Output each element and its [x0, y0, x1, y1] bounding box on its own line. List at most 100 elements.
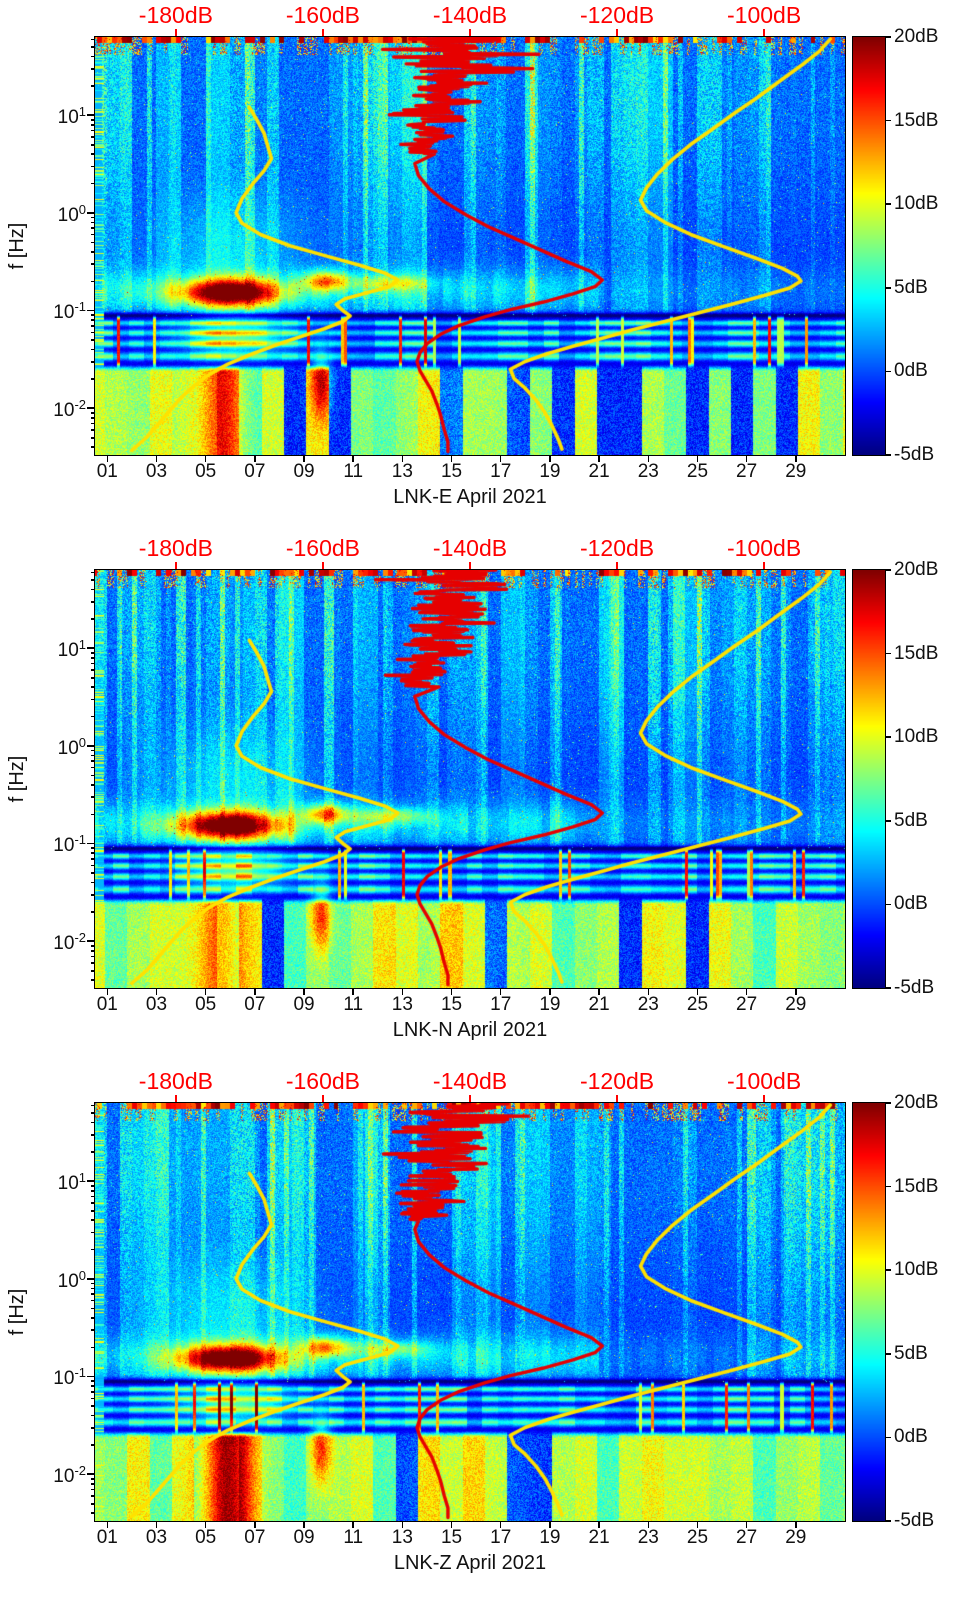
y-tick-base: 10: [57, 204, 79, 226]
colorbar-tick: [886, 987, 891, 989]
x-tick-label: 15: [440, 1527, 463, 1548]
y-axis-minor-tick: [91, 361, 94, 363]
x-axis-tick: [696, 456, 699, 462]
top-axis-db-label: -120dB: [579, 1068, 655, 1094]
colorbar-canvas: [853, 1103, 885, 1521]
y-axis-minor-tick: [91, 955, 94, 958]
x-axis-tick: [401, 989, 404, 995]
y-tick-base: 10: [53, 933, 75, 955]
y-axis-minor-tick: [91, 319, 94, 321]
y-axis-minor-tick: [91, 1427, 94, 1429]
x-axis-tick: [254, 989, 256, 995]
y-axis-minor-tick: [91, 55, 94, 58]
colorbar-tick: [886, 736, 891, 738]
y-axis-minor-tick: [91, 774, 94, 777]
x-axis-tick: [647, 456, 650, 462]
y-axis-minor-tick: [91, 911, 94, 913]
y-axis-minor-tick: [91, 241, 94, 244]
y-axis-tick: [87, 1473, 94, 1475]
y-axis-minor-tick: [91, 1397, 94, 1400]
x-tick-label: 11: [343, 461, 364, 482]
top-axis-tick: [763, 29, 766, 36]
y-axis-tick: [87, 407, 94, 409]
y-axis-minor-tick: [91, 950, 94, 952]
y-axis-minor-tick: [91, 221, 94, 224]
y-axis-minor-tick: [91, 864, 94, 867]
x-tick-label: 13: [391, 994, 413, 1015]
colorbar-tick-label: 0dB: [894, 1426, 928, 1448]
top-axis-tick: [616, 29, 619, 36]
y-axis-minor-tick: [91, 1503, 94, 1505]
x-tick-label: 11: [343, 1527, 364, 1548]
x-tick-label: 23: [637, 1527, 659, 1548]
y-axis-minor-tick: [91, 686, 94, 688]
psd-curves-canvas: [95, 1103, 845, 1521]
y-tick-exponent: 1: [78, 1169, 86, 1185]
y-tick-base: 10: [53, 400, 75, 422]
y-tick-base: 10: [57, 1270, 79, 1292]
y-axis-minor-tick: [91, 378, 94, 380]
y-axis-minor-tick: [91, 46, 94, 48]
y-axis-minor-tick: [91, 601, 94, 603]
colorbar-canvas: [853, 570, 885, 988]
y-tick-exponent: 1: [78, 103, 86, 119]
y-axis-minor-tick: [91, 1151, 94, 1153]
x-axis-tick: [549, 1522, 551, 1528]
y-axis-label: f [Hz]: [6, 755, 28, 803]
y-axis-minor-tick: [91, 852, 94, 854]
x-tick-label: 21: [588, 994, 610, 1015]
x-tick-label: 11: [343, 994, 364, 1015]
colorbar-tick-label: 5dB: [894, 1342, 928, 1364]
y-axis-minor-tick: [91, 1210, 94, 1212]
x-tick-label: 03: [145, 994, 168, 1015]
colorbar-tick-label: 10dB: [894, 726, 939, 748]
x-tick-label: 19: [539, 1527, 561, 1548]
colorbar-tick: [886, 454, 891, 456]
x-tick-label: 21: [588, 1527, 610, 1548]
x-axis-tick: [745, 1522, 748, 1528]
x-axis-tick: [647, 989, 650, 995]
y-axis-minor-tick: [91, 314, 94, 316]
top-axis-tick: [174, 562, 177, 569]
y-axis-minor-tick: [91, 945, 94, 947]
x-axis-tick: [254, 1522, 256, 1528]
top-axis-tick: [174, 1095, 177, 1102]
y-axis-minor-tick: [91, 1112, 94, 1114]
top-axis-db-label: -160dB: [285, 535, 361, 561]
top-axis-tick: [616, 562, 619, 569]
spectrogram-plot: [94, 1102, 846, 1522]
y-axis-tick: [87, 309, 94, 312]
y-axis-minor-tick: [91, 760, 94, 762]
x-axis-tick: [795, 989, 797, 995]
x-axis-tick: [647, 1522, 650, 1528]
x-tick-label: 09: [293, 994, 315, 1015]
x-axis-tick: [155, 989, 158, 995]
top-axis-db-label: -180dB: [138, 1068, 213, 1094]
y-axis-minor-tick: [91, 970, 94, 972]
x-axis-tick: [795, 1522, 797, 1528]
colorbar-tick-label: 0dB: [894, 893, 928, 915]
y-axis-minor-tick: [91, 1346, 94, 1349]
y-axis-minor-tick: [91, 144, 94, 146]
colorbar-tick-label: 10dB: [894, 1259, 939, 1281]
y-tick-label: 10-1: [30, 830, 86, 856]
colorbar-tick-label: 15dB: [894, 1175, 939, 1197]
y-axis-minor-tick: [91, 715, 94, 718]
x-axis-tick: [155, 1522, 158, 1528]
y-axis-minor-tick: [91, 233, 94, 236]
x-axis-tick: [598, 1522, 600, 1528]
y-axis-minor-tick: [91, 588, 94, 591]
y-axis-minor-tick: [91, 1121, 94, 1124]
x-tick-label: 27: [736, 1527, 758, 1548]
top-axis-tick: [763, 562, 766, 569]
top-axis-tick: [469, 1095, 471, 1102]
x-axis-tick: [499, 1522, 502, 1528]
top-axis-db-label: -160dB: [285, 1068, 361, 1094]
y-axis-minor-tick: [91, 1134, 94, 1136]
y-axis-minor-tick: [91, 1219, 94, 1221]
colorbar: [852, 569, 886, 989]
y-axis-minor-tick: [91, 1287, 94, 1290]
spectrogram-panel-lnk-n: -180dB -160dB -140dB -120dB -100dB f [Hz] 101 1…: [0, 533, 962, 1066]
y-tick-base: 10: [57, 1173, 79, 1195]
y-axis-tick: [87, 1375, 94, 1378]
